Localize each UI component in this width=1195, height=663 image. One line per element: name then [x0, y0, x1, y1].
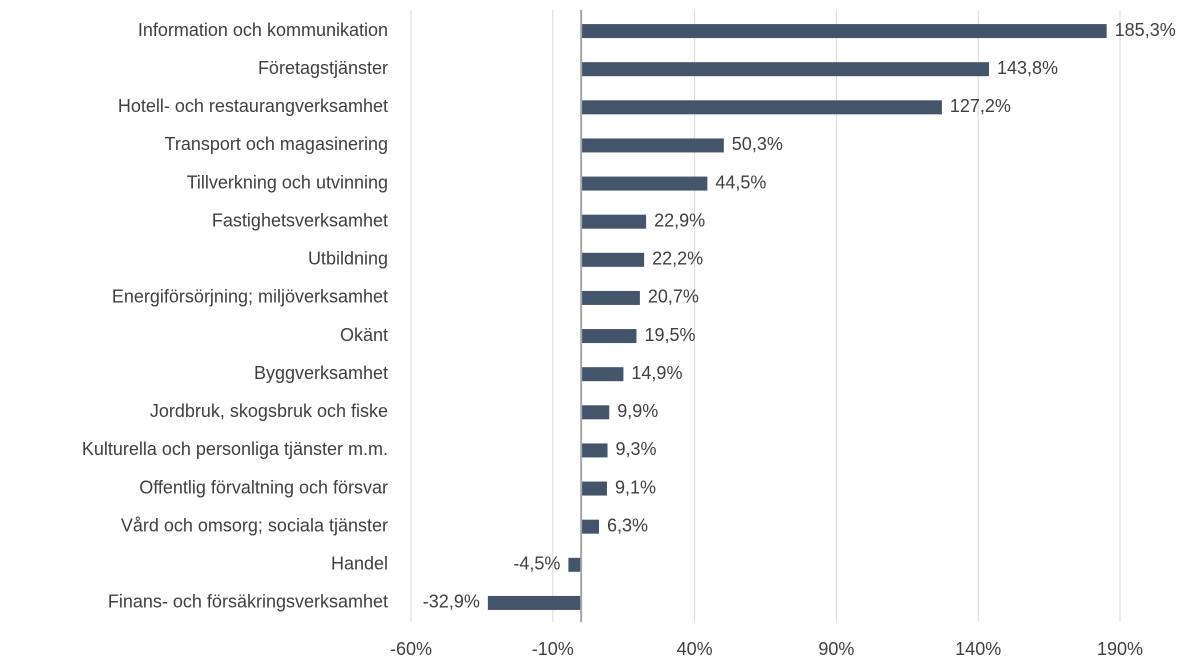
category-label: Energiförsörjning; miljöverksamhet: [112, 287, 388, 307]
value-label: 19,5%: [644, 325, 695, 345]
category-label: Företagstjänster: [258, 58, 388, 78]
bar: [581, 62, 989, 77]
category-label: Offentlig förvaltning och försvar: [139, 477, 388, 497]
x-tick-label: 140%: [955, 639, 1001, 659]
value-label: 185,3%: [1115, 20, 1176, 40]
value-label: 22,9%: [654, 210, 705, 230]
bar: [581, 176, 708, 191]
category-label: Information och kommunikation: [138, 20, 388, 40]
category-label: Kulturella och personliga tjänster m.m.: [82, 439, 388, 459]
value-label: 127,2%: [950, 96, 1011, 116]
bar: [581, 100, 942, 115]
bar: [581, 214, 647, 229]
category-label: Fastighetsverksamhet: [212, 210, 388, 230]
bar: [581, 290, 640, 305]
category-label: Handel: [331, 554, 388, 574]
value-label: 44,5%: [715, 172, 766, 192]
value-label: -32,9%: [423, 592, 480, 612]
category-label: Vård och omsorg; sociala tjänster: [121, 515, 388, 535]
x-tick-label: 190%: [1097, 639, 1143, 659]
x-tick-label: -10%: [532, 639, 574, 659]
bar: [581, 24, 1107, 39]
value-label: 14,9%: [631, 363, 682, 383]
category-label: Jordbruk, skogsbruk och fiske: [150, 401, 388, 421]
bar: [581, 367, 624, 382]
value-label: 9,3%: [616, 439, 657, 459]
bar: [581, 329, 637, 344]
category-label: Okänt: [340, 325, 388, 345]
bar: [581, 252, 645, 267]
x-tick-label: 90%: [818, 639, 854, 659]
value-label: 9,1%: [615, 477, 656, 497]
bar: [581, 519, 600, 534]
value-label: 22,2%: [652, 249, 703, 269]
category-label: Hotell- och restaurangverksamhet: [118, 96, 388, 116]
x-tick-label: 40%: [677, 639, 713, 659]
bar: [487, 595, 582, 610]
value-label: -4,5%: [513, 554, 560, 574]
category-label: Byggverksamhet: [254, 363, 388, 383]
value-label: 143,8%: [997, 58, 1058, 78]
x-tick-label: -60%: [390, 639, 432, 659]
bar: [581, 138, 724, 153]
category-label: Finans- och försäkringsverksamhet: [108, 592, 388, 612]
category-label: Tillverkning och utvinning: [187, 172, 388, 192]
bar: [581, 405, 610, 420]
value-label: 6,3%: [607, 515, 648, 535]
bar: [568, 557, 582, 572]
value-label: 9,9%: [617, 401, 658, 421]
value-label: 50,3%: [732, 134, 783, 154]
category-label: Utbildning: [308, 249, 388, 269]
value-label: 20,7%: [648, 287, 699, 307]
category-label: Transport och magasinering: [165, 134, 388, 154]
bar: [581, 443, 608, 458]
bar: [581, 481, 607, 496]
